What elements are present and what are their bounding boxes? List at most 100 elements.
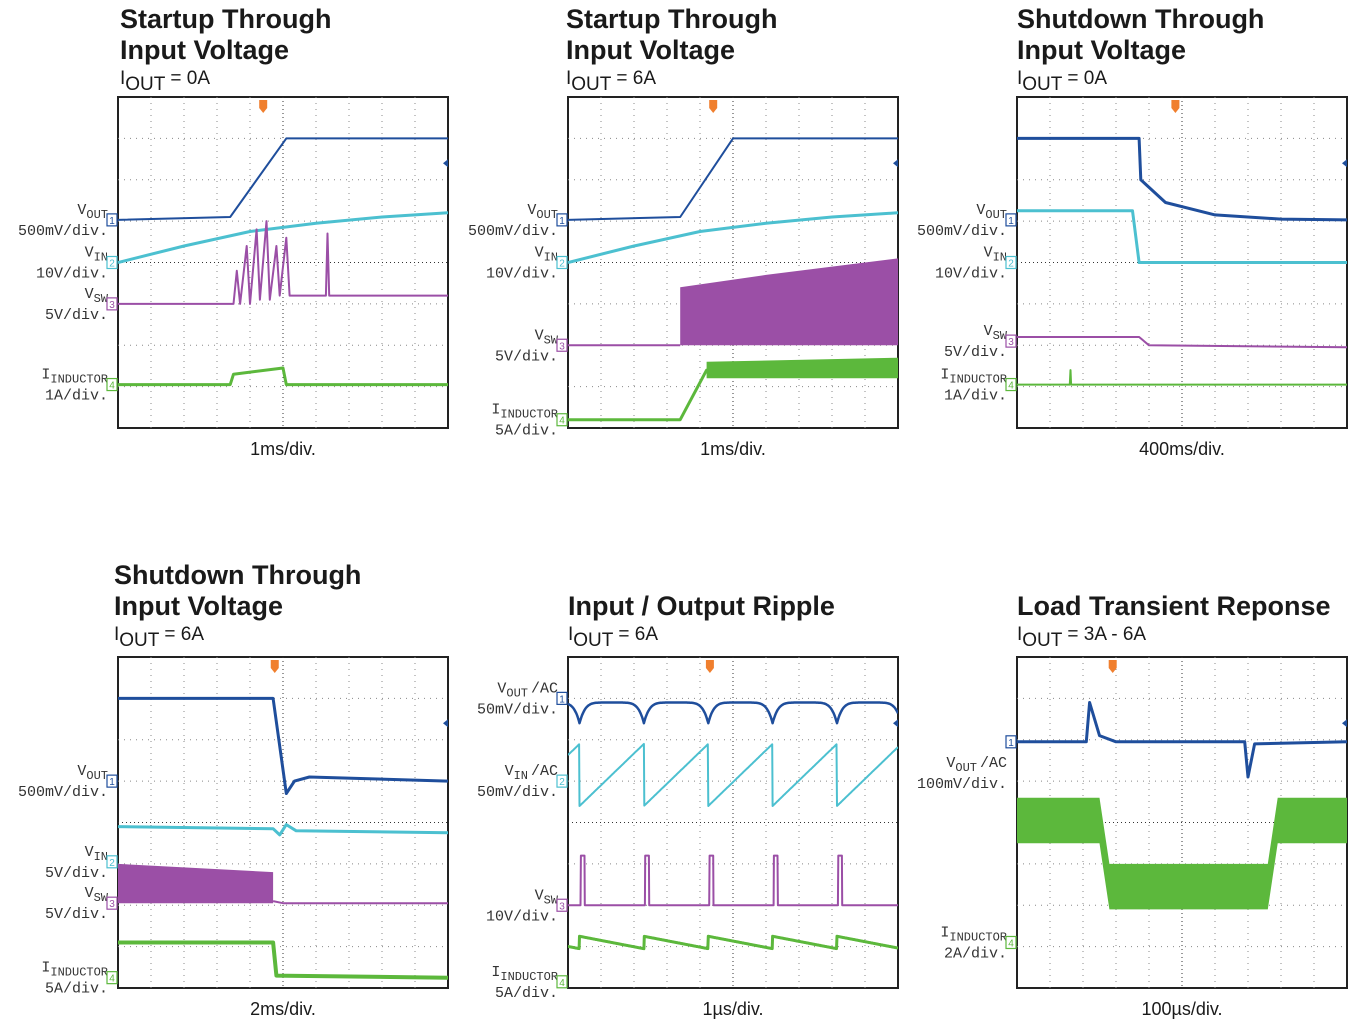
timebase: 2ms/div. bbox=[250, 999, 316, 1019]
channel-symbol: V bbox=[85, 245, 94, 262]
waveform bbox=[1017, 336, 1347, 349]
level-marker bbox=[893, 719, 898, 728]
subtitle-value: = 0A bbox=[170, 68, 210, 89]
channel-number: 3 bbox=[109, 300, 115, 311]
subtitle-symbol: I bbox=[1017, 624, 1022, 645]
channel-number: 1 bbox=[559, 216, 565, 227]
channel-scale: 50mV/div. bbox=[477, 784, 558, 801]
channel-marker bbox=[1005, 735, 1017, 749]
channel-scale: 500mV/div. bbox=[18, 223, 108, 240]
waveform-band bbox=[118, 863, 274, 904]
channel-scale: 5V/div. bbox=[45, 906, 108, 923]
channel-name: VSW bbox=[85, 885, 109, 905]
waveform bbox=[568, 211, 898, 264]
channel-number: 3 bbox=[559, 341, 565, 352]
subtitle-symbol: I bbox=[568, 624, 573, 645]
channel-name: IINDUCTOR bbox=[491, 402, 558, 422]
traces bbox=[118, 137, 448, 387]
channel-number: 1 bbox=[109, 777, 115, 788]
panel-title: Input / Output Ripple bbox=[568, 591, 835, 621]
panel-title: Shutdown Through bbox=[1017, 4, 1264, 34]
waveform bbox=[1017, 369, 1347, 386]
channel-subscript: INDUCTOR bbox=[50, 373, 108, 387]
timebase: 1µs/div. bbox=[702, 999, 763, 1019]
channel-suffix: /AC bbox=[980, 755, 1007, 772]
channel-subscript: OUT bbox=[955, 761, 977, 775]
channel-name: VIN/AC bbox=[505, 763, 558, 783]
channel-marker bbox=[1005, 935, 1017, 950]
channel-symbol: I bbox=[41, 367, 50, 384]
panel-subtitle: IOUT = 6A bbox=[568, 624, 658, 651]
level-marker bbox=[1342, 159, 1347, 168]
channel-scale: 5A/div. bbox=[495, 423, 558, 440]
channel-symbol: V bbox=[85, 844, 94, 861]
channel-number: 4 bbox=[1008, 381, 1014, 392]
subtitle-value: = 0A bbox=[1067, 68, 1107, 89]
channel-name: VSW bbox=[984, 323, 1008, 343]
channel-name: VSW bbox=[535, 327, 559, 347]
channel-number: 1 bbox=[109, 216, 115, 227]
panel-title: Input Voltage bbox=[120, 35, 289, 65]
channel-scale: 2A/div. bbox=[944, 945, 1007, 962]
channel-marker bbox=[106, 377, 118, 392]
channel-subscript: OUT bbox=[506, 686, 528, 700]
subtitle-subscript: OUT bbox=[1022, 630, 1063, 651]
waveform bbox=[568, 854, 898, 907]
channel-subscript: IN bbox=[544, 251, 558, 265]
channel-number: 4 bbox=[1008, 938, 1014, 949]
trigger-marker bbox=[1108, 660, 1117, 673]
traces bbox=[118, 696, 448, 980]
channel-scale: 500mV/div. bbox=[18, 784, 108, 801]
channel-number: 2 bbox=[1008, 259, 1014, 270]
channel-number: 1 bbox=[559, 694, 565, 705]
panel-subtitle: IOUT = 3A - 6A bbox=[1017, 624, 1146, 651]
channel-marker bbox=[106, 896, 118, 910]
channel-subscript: INDUCTOR bbox=[500, 970, 558, 984]
channel-number: 1 bbox=[1008, 216, 1014, 227]
panel-title: Input Voltage bbox=[114, 591, 283, 621]
channel-name: VOUT bbox=[527, 202, 558, 222]
channel-symbol: V bbox=[535, 887, 544, 904]
channel-marker bbox=[106, 855, 118, 869]
subtitle-symbol: I bbox=[114, 624, 119, 645]
channel-symbol: I bbox=[940, 367, 949, 384]
channel-subscript: IN bbox=[514, 769, 528, 783]
channel-name: VSW bbox=[535, 887, 559, 907]
waveform bbox=[118, 940, 448, 980]
channel-subscript: SW bbox=[544, 893, 559, 907]
channel-number: 2 bbox=[109, 259, 115, 270]
waveform bbox=[118, 137, 448, 221]
channel-symbol: V bbox=[984, 323, 993, 340]
panel-subtitle: IOUT = 6A bbox=[566, 68, 656, 95]
channel-name: IINDUCTOR bbox=[41, 960, 108, 980]
channel-name: VOUT bbox=[77, 202, 108, 222]
channel-symbol: I bbox=[491, 964, 500, 981]
channel-symbol: V bbox=[984, 245, 993, 262]
channel-name: VIN bbox=[535, 245, 558, 265]
channel-marker bbox=[556, 898, 568, 912]
channel-name: IINDUCTOR bbox=[41, 367, 108, 387]
waveform bbox=[568, 701, 898, 725]
channel-number: 2 bbox=[559, 259, 565, 270]
channel-scale: 5V/div. bbox=[944, 344, 1007, 361]
waveform bbox=[118, 220, 448, 305]
channel-marker bbox=[1005, 255, 1017, 270]
level-marker bbox=[893, 159, 898, 168]
subtitle-symbol: I bbox=[120, 68, 125, 89]
timebase: 1ms/div. bbox=[250, 439, 316, 459]
channel-symbol: V bbox=[535, 327, 544, 344]
channel-name: VOUT/AC bbox=[497, 680, 558, 700]
channel-number: 4 bbox=[109, 381, 115, 392]
waveform bbox=[272, 900, 448, 905]
trigger-marker bbox=[270, 660, 279, 673]
channel-symbol: V bbox=[505, 763, 514, 780]
channel-scale: 10V/div. bbox=[36, 266, 108, 283]
subtitle-value: = 6A bbox=[618, 624, 658, 645]
channel-scale: 100mV/div. bbox=[917, 776, 1007, 793]
waveform bbox=[118, 366, 448, 387]
channel-marker bbox=[1005, 377, 1017, 392]
channel-marker bbox=[556, 338, 568, 352]
